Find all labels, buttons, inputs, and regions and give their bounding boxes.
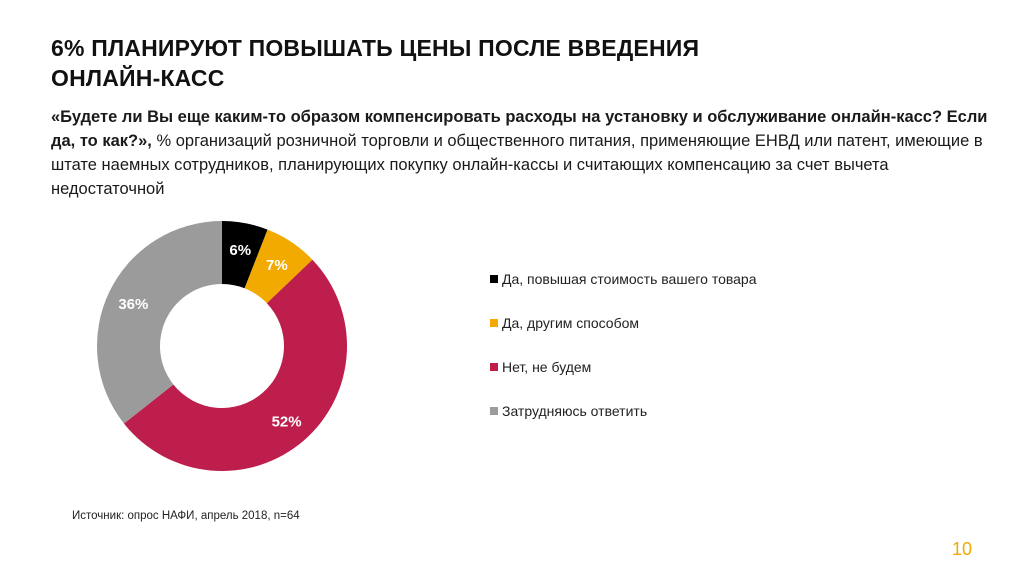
donut-data-label-3: 36% bbox=[118, 296, 148, 313]
donut-data-label-1: 7% bbox=[266, 257, 288, 274]
slide-title: 6% ПЛАНИРУЮТ ПОВЫШАТЬ ЦЕНЫ ПОСЛЕ ВВЕДЕНИ… bbox=[51, 33, 951, 93]
question-rest: % организаций розничной торговли и общес… bbox=[51, 132, 983, 198]
donut-slice-1 bbox=[244, 229, 313, 304]
donut-data-label-0: 6% bbox=[229, 242, 251, 259]
donut-data-label-2: 52% bbox=[272, 413, 302, 430]
legend-label: Да, повышая стоимость вашего товара bbox=[502, 271, 757, 287]
question-bold: «Будете ли Вы еще каким-то образом компе… bbox=[51, 108, 988, 150]
legend-swatch bbox=[490, 275, 498, 283]
donut-slice-0 bbox=[222, 221, 268, 289]
legend-swatch bbox=[490, 407, 498, 415]
legend-swatch bbox=[490, 363, 498, 371]
donut-slice-2 bbox=[123, 259, 348, 472]
slide-title-line-1: 6% ПЛАНИРУЮТ ПОВЫШАТЬ ЦЕНЫ ПОСЛЕ ВВЕДЕНИ… bbox=[51, 35, 700, 61]
legend-label: Нет, не будем bbox=[502, 359, 592, 375]
legend-swatch bbox=[490, 319, 498, 327]
legend-label: Да, другим способом bbox=[502, 315, 640, 331]
page-number: 10 bbox=[952, 539, 973, 559]
legend-label: Затрудняюсь ответить bbox=[502, 403, 648, 419]
question-text: «Будете ли Вы еще каким-то образом компе… bbox=[51, 105, 1001, 201]
source-note: Источник: опрос НАФИ, апрель 2018, n=64 bbox=[72, 510, 300, 522]
slide-title-line-2: ОНЛАЙН-КАСС bbox=[51, 65, 225, 91]
donut-slice-3 bbox=[96, 221, 222, 424]
